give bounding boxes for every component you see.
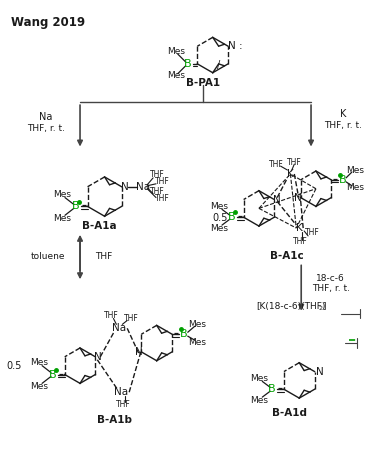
Text: Mes: Mes: [167, 71, 185, 80]
Text: B: B: [180, 329, 188, 339]
Text: B-A1c: B-A1c: [270, 251, 304, 260]
Text: Mes: Mes: [250, 374, 268, 383]
Text: 18-c-6: 18-c-6: [316, 274, 345, 283]
Text: Mes: Mes: [210, 224, 228, 232]
Text: N :: N :: [228, 41, 242, 51]
Text: N: N: [135, 347, 142, 357]
Text: Mes: Mes: [30, 358, 48, 367]
Text: B: B: [184, 59, 192, 69]
Text: N: N: [316, 366, 323, 377]
Text: K: K: [296, 223, 303, 233]
Text: THF: THF: [155, 194, 169, 203]
Text: THF, r. t.: THF, r. t.: [27, 124, 65, 133]
Text: N: N: [121, 182, 128, 192]
Text: Na: Na: [114, 387, 128, 397]
Text: THF: THF: [293, 237, 308, 246]
Text: Na: Na: [39, 112, 52, 122]
Text: THF: THF: [150, 171, 164, 179]
Text: 0.5: 0.5: [212, 213, 227, 223]
Text: THF: THF: [95, 252, 112, 261]
Text: K: K: [340, 109, 347, 119]
Text: Mes: Mes: [346, 165, 364, 175]
Text: toluene: toluene: [30, 252, 65, 261]
Text: B: B: [49, 370, 57, 379]
Text: N: N: [273, 195, 281, 205]
Text: THF: THF: [269, 160, 284, 169]
Text: THF, r. t.: THF, r. t.: [312, 284, 350, 294]
Text: B: B: [72, 201, 80, 212]
Text: Na: Na: [112, 323, 126, 333]
Text: Mes: Mes: [189, 337, 207, 347]
Text: THF: THF: [124, 314, 138, 323]
Text: N: N: [294, 193, 302, 202]
Text: B-PA1: B-PA1: [186, 77, 220, 88]
Text: B: B: [228, 212, 236, 222]
Text: /: /: [217, 60, 220, 70]
Text: THF: THF: [305, 229, 319, 237]
Text: THF: THF: [287, 158, 302, 167]
Text: K: K: [287, 169, 294, 179]
Text: Mes: Mes: [167, 47, 185, 56]
Text: Wang 2019: Wang 2019: [11, 16, 86, 29]
Text: THF, r. t.: THF, r. t.: [324, 121, 363, 130]
Text: Mes: Mes: [346, 183, 364, 192]
Text: B: B: [339, 175, 347, 185]
Text: Mes: Mes: [250, 396, 268, 405]
Text: Na: Na: [136, 182, 150, 192]
Text: B-A1a: B-A1a: [82, 221, 117, 231]
Text: 0.5: 0.5: [7, 361, 22, 371]
Text: THF: THF: [155, 177, 169, 186]
Text: [K(18-c-6)(THF): [K(18-c-6)(THF): [257, 302, 326, 311]
Text: Mes: Mes: [53, 214, 71, 223]
Text: Mes: Mes: [30, 382, 48, 391]
Text: THF: THF: [150, 187, 164, 196]
Text: THF: THF: [116, 401, 131, 409]
Text: Mes: Mes: [53, 190, 71, 199]
Text: Mes: Mes: [189, 320, 207, 329]
Text: B-A1b: B-A1b: [97, 415, 132, 425]
Text: B-A1d: B-A1d: [272, 408, 307, 418]
Text: N: N: [94, 352, 102, 362]
Text: Mes: Mes: [210, 202, 228, 211]
Text: $_2$]: $_2$]: [318, 301, 327, 313]
Text: B: B: [268, 384, 276, 394]
Text: THF: THF: [104, 311, 119, 320]
